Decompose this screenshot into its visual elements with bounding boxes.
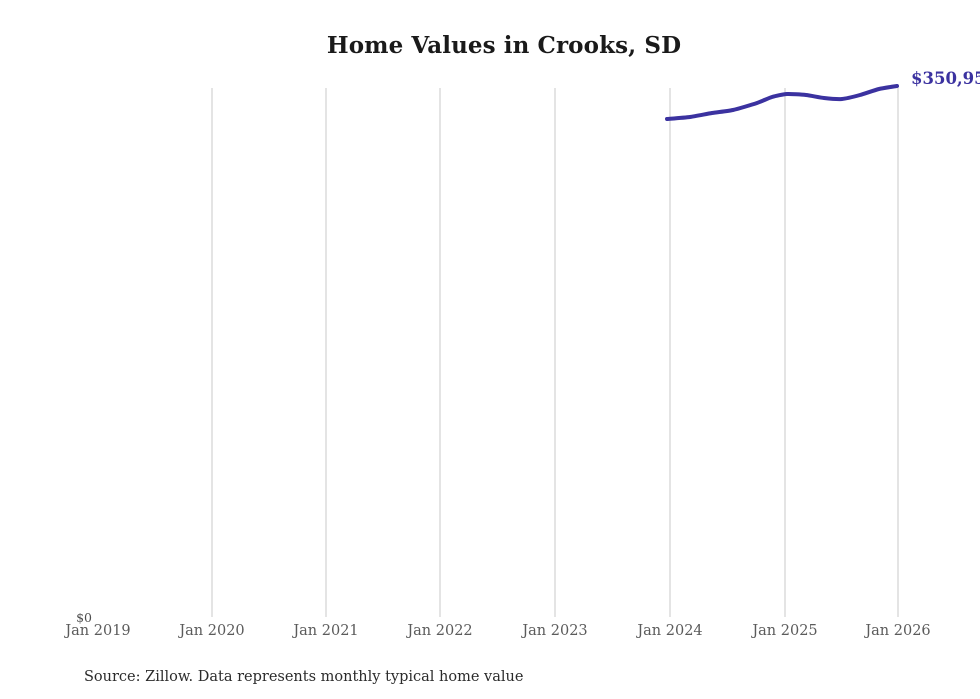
x-tick-label-jan-2026: Jan 2026	[865, 623, 931, 639]
endpoint-value-label: $350,95	[911, 69, 980, 88]
series-line-typical-home-value	[665, 84, 899, 121]
x-tick-label-jan-2024: Jan 2024	[637, 623, 703, 639]
chart-title: Home Values in Crooks, SD	[326, 32, 682, 59]
data-line-group	[665, 84, 899, 121]
x-tick-label-jan-2020: Jan 2020	[179, 623, 245, 639]
x-tick-label-jan-2021: Jan 2021	[293, 623, 359, 639]
x-tick-label-jan-2019: Jan 2019	[65, 623, 131, 639]
source-note: Source: Zillow. Data represents monthly …	[84, 669, 524, 685]
x-tick-label-jan-2023: Jan 2023	[522, 623, 588, 639]
x-tick-label-jan-2022: Jan 2022	[407, 623, 473, 639]
gridlines-group	[211, 88, 899, 617]
x-tick-label-jan-2025: Jan 2025	[752, 623, 818, 639]
y-tick-label-zero: $0	[76, 610, 92, 625]
